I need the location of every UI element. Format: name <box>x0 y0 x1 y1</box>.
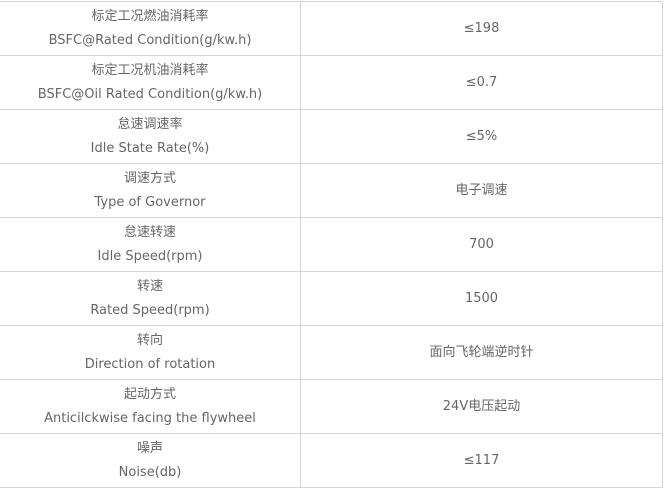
spec-value: ≤198 <box>300 1 663 56</box>
table-row: 标定工况机油消耗率 BSFC@Oil Rated Condition(g/kw.h… <box>0 55 663 110</box>
spec-label-zh: 起动方式 <box>123 386 176 402</box>
spec-label-en: Anticilckwise facing the flywheel <box>44 410 256 426</box>
spec-value: ≤0.7 <box>300 55 663 110</box>
spec-label-cell: 噪声 Noise(db) <box>0 433 301 488</box>
spec-value: 700 <box>300 217 663 272</box>
spec-label-cell: 调速方式 Type of Governor <box>0 163 301 218</box>
spec-label-cell: 起动方式 Anticilckwise facing the flywheel <box>0 379 301 434</box>
spec-label-zh: 转向 <box>136 332 163 348</box>
spec-label-cell: 标定工况燃油消耗率 BSFC@Rated Condition(g/kw.h) <box>0 1 301 56</box>
spec-value: ≤5% <box>300 109 663 164</box>
table-row: 起动方式 Anticilckwise facing the flywheel 24V… <box>0 379 663 434</box>
spec-value: 电子调速 <box>300 163 663 218</box>
spec-label-en: Type of Governor <box>94 194 206 210</box>
spec-label-en: Direction of rotation <box>84 356 216 372</box>
spec-label-en: BSFC@Oil Rated Condition(g/kw.h) <box>37 86 263 102</box>
spec-label-en: BSFC@Rated Condition(g/kw.h) <box>48 32 252 48</box>
spec-label-cell: 标定工况机油消耗率 BSFC@Oil Rated Condition(g/kw.h… <box>0 55 301 110</box>
table-row: 转向 Direction of rotation 面向飞轮端逆时针 <box>0 325 663 380</box>
table-row: 转速 Rated Speed(rpm) 1500 <box>0 271 663 326</box>
spec-label-zh: 标定工况机油消耗率 <box>91 62 209 78</box>
spec-label-cell: 怠速调速率 Idle State Rate(%) <box>0 109 301 164</box>
spec-label-zh: 怠速调速率 <box>117 116 183 132</box>
spec-label-en: Idle Speed(rpm) <box>97 248 203 264</box>
table-row: 怠速调速率 Idle State Rate(%) ≤5% <box>0 109 663 164</box>
table-row: 标定工况燃油消耗率 BSFC@Rated Condition(g/kw.h) ≤19… <box>0 1 663 56</box>
table-row: 怠速转速 Idle Speed(rpm) 700 <box>0 217 663 272</box>
spec-label-en: Idle State Rate(%) <box>90 140 210 156</box>
spec-label-cell: 怠速转速 Idle Speed(rpm) <box>0 217 301 272</box>
spec-label-zh: 调速方式 <box>123 170 176 186</box>
spec-value: 面向飞轮端逆时针 <box>300 325 663 380</box>
spec-label-zh: 转速 <box>136 278 163 294</box>
spec-label-zh: 怠速转速 <box>123 224 176 240</box>
spec-label-en: Noise(db) <box>118 464 182 480</box>
table-row: 调速方式 Type of Governor 电子调速 <box>0 163 663 218</box>
spec-value: 24V电压起动 <box>300 379 663 434</box>
spec-label-zh: 标定工况燃油消耗率 <box>91 8 209 24</box>
spec-label-en: Rated Speed(rpm) <box>90 302 210 318</box>
spec-value: ≤117 <box>300 433 663 488</box>
spec-value: 1500 <box>300 271 663 326</box>
table-row: 噪声 Noise(db) ≤117 <box>0 433 663 488</box>
spec-label-cell: 转向 Direction of rotation <box>0 325 301 380</box>
spec-label-zh: 噪声 <box>136 440 163 456</box>
spec-label-cell: 转速 Rated Speed(rpm) <box>0 271 301 326</box>
